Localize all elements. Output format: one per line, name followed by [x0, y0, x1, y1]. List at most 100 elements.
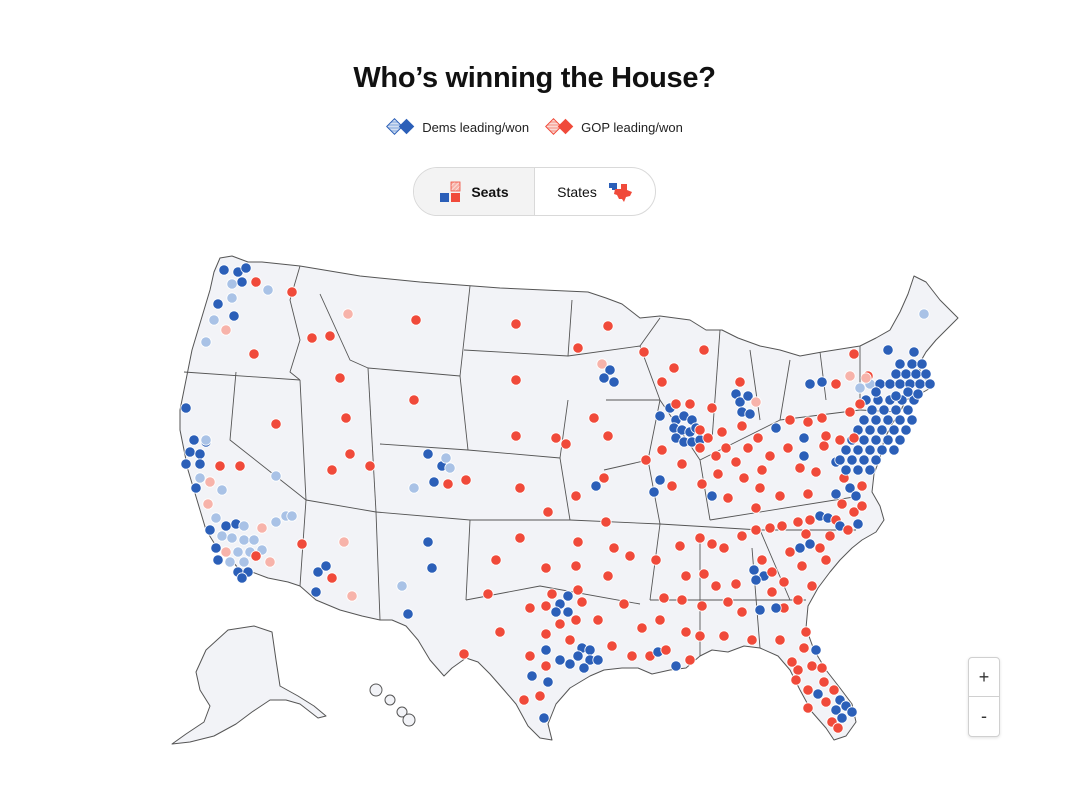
district-marker-gop-won[interactable]	[524, 602, 536, 614]
district-marker-gop-won[interactable]	[738, 472, 750, 484]
district-marker-dem-won[interactable]	[902, 386, 914, 398]
district-marker-gop-leading[interactable]	[204, 476, 216, 488]
district-marker-gop-won[interactable]	[650, 554, 662, 566]
district-marker-gop-won[interactable]	[296, 538, 308, 550]
district-marker-dem-won[interactable]	[422, 536, 434, 548]
district-marker-gop-won[interactable]	[750, 524, 762, 536]
district-marker-gop-won[interactable]	[550, 432, 562, 444]
district-marker-dem-won[interactable]	[812, 688, 824, 700]
district-marker-dem-won[interactable]	[864, 444, 876, 456]
district-marker-gop-won[interactable]	[694, 442, 706, 454]
district-marker-gop-won[interactable]	[794, 462, 806, 474]
district-marker-dem-won[interactable]	[428, 476, 440, 488]
district-marker-dem-won[interactable]	[180, 402, 192, 414]
district-marker-gop-won[interactable]	[816, 412, 828, 424]
district-marker-dem-leading[interactable]	[200, 434, 212, 446]
district-marker-gop-won[interactable]	[856, 500, 868, 512]
district-marker-dem-won[interactable]	[190, 482, 202, 494]
district-marker-gop-won[interactable]	[680, 570, 692, 582]
district-marker-gop-won[interactable]	[656, 376, 668, 388]
district-marker-gop-won[interactable]	[736, 420, 748, 432]
district-marker-gop-won[interactable]	[602, 320, 614, 332]
district-marker-dem-won[interactable]	[890, 404, 902, 416]
district-marker-dem-won[interactable]	[858, 434, 870, 446]
district-marker-gop-won[interactable]	[676, 458, 688, 470]
district-marker-dem-won[interactable]	[562, 590, 574, 602]
district-marker-gop-leading[interactable]	[844, 370, 856, 382]
district-marker-dem-won[interactable]	[592, 654, 604, 666]
district-marker-dem-won[interactable]	[894, 434, 906, 446]
district-marker-gop-won[interactable]	[694, 630, 706, 642]
district-marker-dem-won[interactable]	[840, 444, 852, 456]
district-marker-gop-won[interactable]	[810, 466, 822, 478]
district-marker-dem-won[interactable]	[754, 604, 766, 616]
district-marker-gop-won[interactable]	[792, 594, 804, 606]
district-marker-dem-won[interactable]	[212, 298, 224, 310]
district-marker-dem-won[interactable]	[578, 662, 590, 674]
district-marker-dem-won[interactable]	[310, 586, 322, 598]
district-marker-gop-won[interactable]	[742, 442, 754, 454]
district-marker-dem-leading[interactable]	[216, 530, 228, 542]
district-marker-gop-won[interactable]	[832, 722, 844, 734]
district-marker-gop-won[interactable]	[716, 426, 728, 438]
district-marker-gop-won[interactable]	[802, 684, 814, 696]
district-marker-gop-won[interactable]	[792, 516, 804, 528]
district-marker-dem-won[interactable]	[562, 606, 574, 618]
district-marker-gop-won[interactable]	[656, 444, 668, 456]
district-marker-gop-leading[interactable]	[596, 358, 608, 370]
district-marker-dem-won[interactable]	[598, 372, 610, 384]
district-marker-gop-won[interactable]	[270, 418, 282, 430]
district-marker-dem-won[interactable]	[590, 480, 602, 492]
district-marker-dem-won[interactable]	[236, 572, 248, 584]
district-marker-gop-won[interactable]	[694, 424, 706, 436]
district-marker-gop-won[interactable]	[756, 464, 768, 476]
district-marker-dem-won[interactable]	[866, 404, 878, 416]
district-marker-dem-won[interactable]	[180, 458, 192, 470]
district-marker-dem-leading[interactable]	[854, 382, 866, 394]
district-marker-gop-won[interactable]	[722, 492, 734, 504]
district-marker-gop-won[interactable]	[800, 528, 812, 540]
district-marker-dem-won[interactable]	[894, 378, 906, 390]
district-marker-gop-won[interactable]	[458, 648, 470, 660]
district-marker-dem-leading[interactable]	[226, 292, 238, 304]
district-marker-gop-won[interactable]	[782, 442, 794, 454]
district-marker-gop-won[interactable]	[790, 674, 802, 686]
district-marker-dem-won[interactable]	[804, 378, 816, 390]
district-marker-gop-won[interactable]	[684, 398, 696, 410]
district-marker-gop-won[interactable]	[802, 416, 814, 428]
district-marker-gop-won[interactable]	[730, 456, 742, 468]
district-marker-gop-won[interactable]	[636, 622, 648, 634]
district-marker-gop-won[interactable]	[696, 600, 708, 612]
district-marker-gop-won[interactable]	[698, 344, 710, 356]
district-marker-gop-won[interactable]	[774, 634, 786, 646]
district-marker-gop-won[interactable]	[804, 514, 816, 526]
district-marker-dem-won[interactable]	[916, 358, 928, 370]
district-marker-gop-won[interactable]	[814, 542, 826, 554]
district-marker-dem-leading[interactable]	[440, 452, 452, 464]
district-marker-dem-won[interactable]	[798, 450, 810, 462]
district-marker-gop-won[interactable]	[626, 650, 638, 662]
district-marker-gop-won[interactable]	[710, 450, 722, 462]
district-marker-gop-won[interactable]	[638, 346, 650, 358]
district-marker-gop-won[interactable]	[720, 442, 732, 454]
district-marker-gop-won[interactable]	[786, 656, 798, 668]
district-marker-dem-won[interactable]	[864, 464, 876, 476]
district-marker-gop-won[interactable]	[560, 438, 572, 450]
district-marker-dem-won[interactable]	[538, 712, 550, 724]
district-marker-dem-won[interactable]	[852, 518, 864, 530]
district-marker-dem-won[interactable]	[852, 444, 864, 456]
district-marker-gop-won[interactable]	[588, 412, 600, 424]
district-marker-dem-won[interactable]	[876, 444, 888, 456]
district-marker-gop-won[interactable]	[766, 566, 778, 578]
district-marker-dem-won[interactable]	[884, 378, 896, 390]
district-marker-gop-won[interactable]	[602, 430, 614, 442]
district-marker-gop-won[interactable]	[796, 560, 808, 572]
district-marker-gop-won[interactable]	[344, 448, 356, 460]
district-marker-gop-won[interactable]	[848, 432, 860, 444]
district-marker-gop-won[interactable]	[820, 554, 832, 566]
district-marker-gop-won[interactable]	[848, 348, 860, 360]
district-marker-gop-won[interactable]	[712, 468, 724, 480]
district-marker-dem-won[interactable]	[426, 562, 438, 574]
district-marker-dem-won[interactable]	[228, 310, 240, 322]
district-marker-gop-won[interactable]	[698, 568, 710, 580]
